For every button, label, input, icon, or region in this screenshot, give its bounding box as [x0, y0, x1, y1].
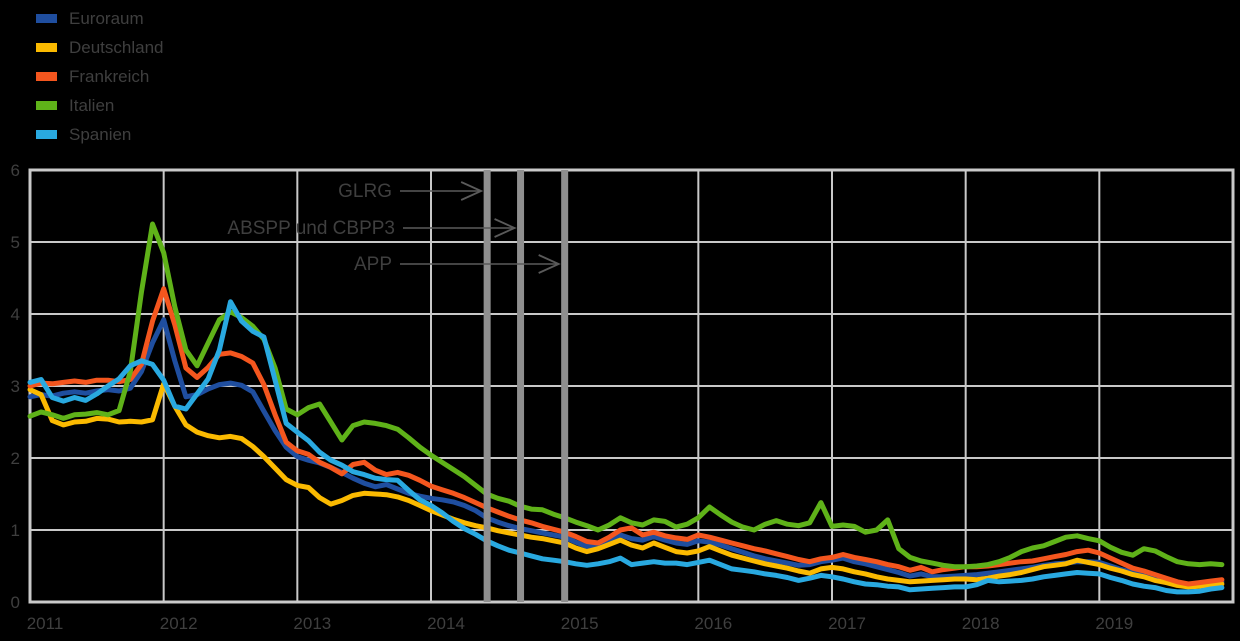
annotation-label-0: GLRG: [338, 181, 392, 202]
x-tick-label: 2012: [160, 614, 198, 633]
series-line-euroraum: [27, 317, 1225, 588]
legend-item-euroraum: Euroraum: [36, 4, 164, 33]
y-tick-label: 4: [11, 305, 20, 324]
legend-swatch-icon: [36, 72, 57, 81]
y-tick-label: 6: [11, 161, 20, 180]
x-tick-label: 2018: [962, 614, 1000, 633]
y-tick-label: 3: [11, 377, 20, 396]
y-tick-label: 5: [11, 233, 20, 252]
legend-item-frankreich: Frankreich: [36, 62, 164, 91]
legend-swatch-icon: [36, 43, 57, 52]
series-line-spanien: [27, 299, 1225, 595]
legend-swatch-icon: [36, 14, 57, 23]
x-tick-label: 2011: [27, 614, 64, 633]
x-tick-label: 2019: [1095, 614, 1133, 633]
legend-item-deutschland: Deutschland: [36, 33, 164, 62]
series-line-frankreich: [27, 286, 1225, 587]
x-tick-label: 2014: [427, 614, 465, 633]
legend-label: Spanien: [69, 124, 132, 144]
annotation-label-2: APP: [354, 254, 392, 275]
annotation-label-1: ABSPP und CBPP3: [227, 218, 395, 239]
legend-label: Euroraum: [69, 8, 144, 28]
series-line-italien: [27, 221, 1225, 570]
legend-swatch-icon: [36, 130, 57, 139]
legend-label: Frankreich: [69, 66, 150, 86]
x-tick-label: 2016: [694, 614, 732, 633]
y-tick-label: 1: [11, 521, 20, 540]
x-tick-label: 2017: [828, 614, 866, 633]
annotation-arrowhead-icon: [460, 181, 484, 201]
legend-item-italien: Italien: [36, 91, 164, 120]
y-tick-label: 2: [11, 449, 20, 468]
x-tick-label: 2013: [293, 614, 331, 633]
x-tick-label: 2015: [561, 614, 599, 633]
legend-item-spanien: Spanien: [36, 120, 164, 149]
series-line-deutschland: [27, 381, 1225, 590]
legend-swatch-icon: [36, 101, 57, 110]
event-line-0: [483, 170, 491, 602]
event-line-1: [517, 170, 525, 602]
legend: Euroraum Deutschland Frankreich Italien Span…: [36, 4, 164, 149]
legend-label: Italien: [69, 95, 115, 115]
y-tick-label: 0: [11, 593, 20, 612]
annotation-arrowhead-icon: [494, 218, 517, 238]
legend-label: Deutschland: [69, 37, 164, 57]
annotation-arrowhead-icon: [538, 254, 561, 274]
event-line-2: [561, 170, 569, 602]
